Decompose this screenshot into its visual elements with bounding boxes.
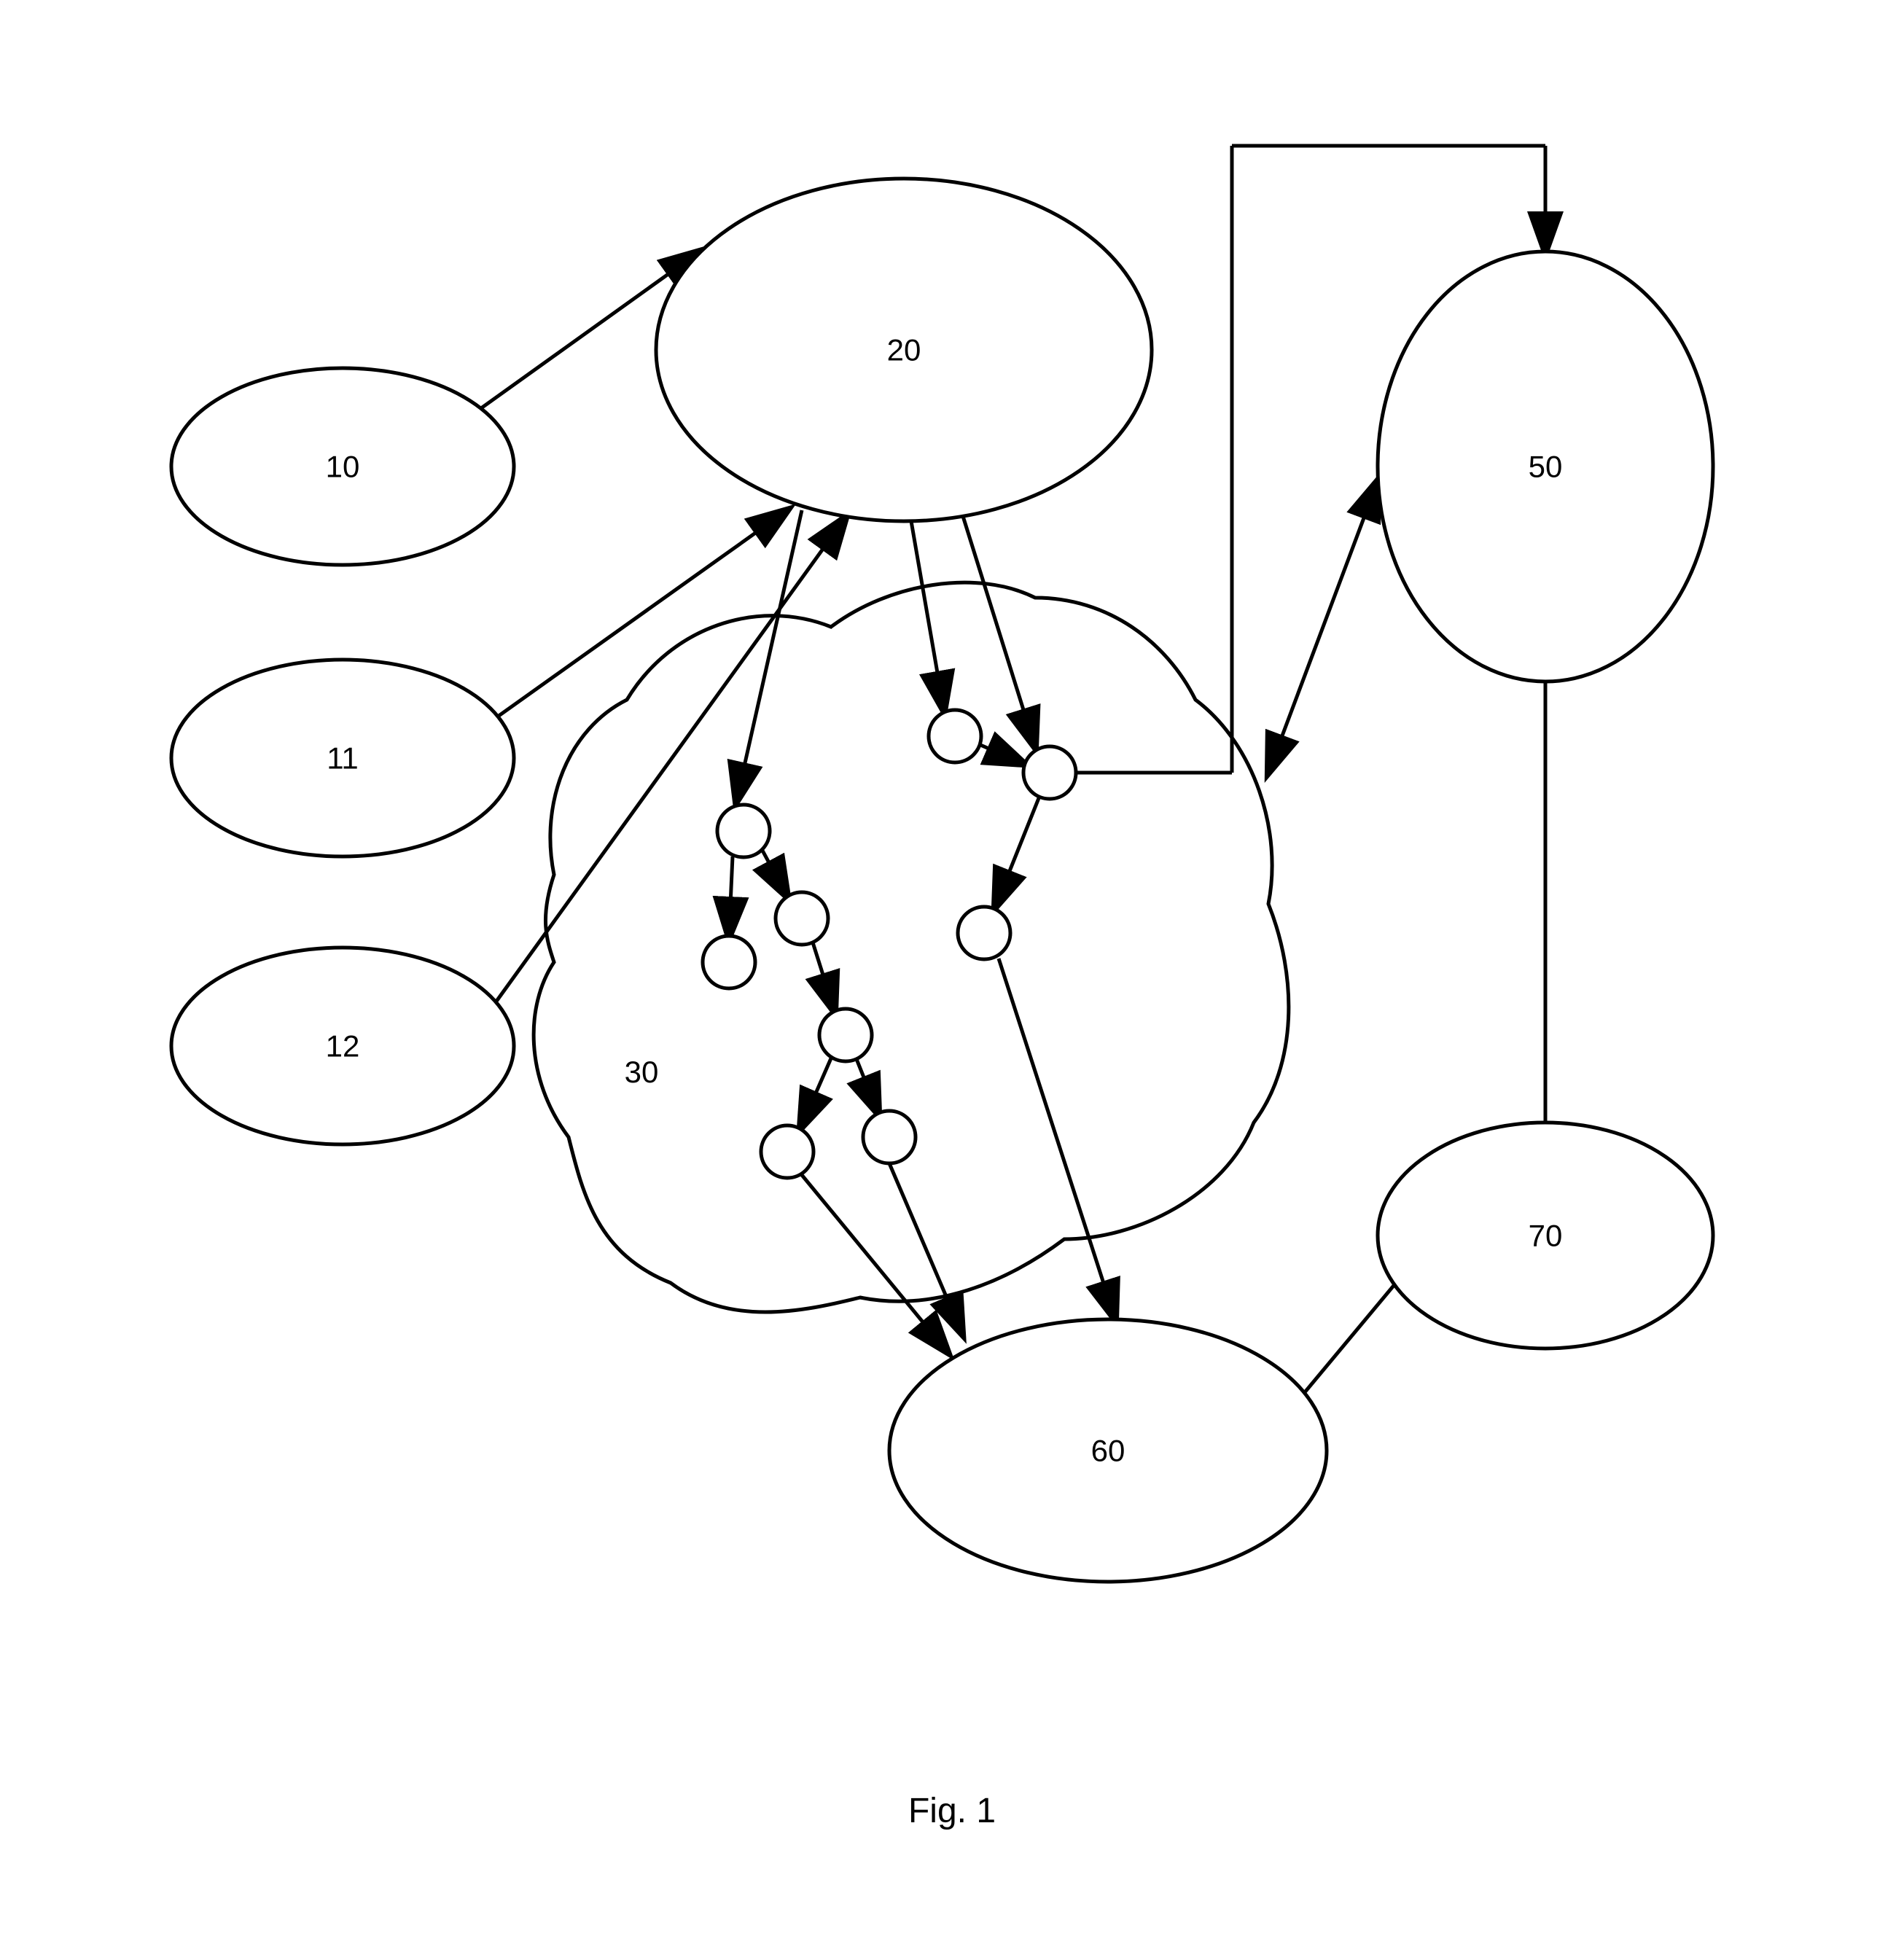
edge-70-60 (1305, 1283, 1396, 1392)
edge-n8-n9 (995, 798, 1039, 908)
small-node-n6 (761, 1125, 814, 1178)
diagram-canvas: 30 10 11 12 20 50 60 70 Fig. 1 (0, 0, 1904, 1936)
edge-n9-60 (999, 959, 1115, 1319)
edge-n3-n4 (813, 942, 835, 1012)
cloud-region-30 (534, 582, 1289, 1312)
small-node-n2 (703, 936, 755, 988)
ellipse-label-60: 60 (1091, 1434, 1125, 1468)
small-node-n3 (776, 892, 828, 945)
edge-n4-n5 (857, 1059, 878, 1114)
edge-n6-60 (802, 1175, 948, 1352)
small-node-n7 (929, 710, 981, 762)
ellipse-label-12: 12 (326, 1029, 360, 1063)
small-node-n4 (819, 1009, 872, 1061)
figure-caption: Fig. 1 (908, 1792, 996, 1830)
ellipse-label-10: 10 (326, 450, 360, 484)
edge-n1-n2 (729, 856, 733, 937)
ellipses-group: 10 11 12 20 50 60 70 (171, 179, 1713, 1582)
small-node-n1 (717, 805, 770, 857)
ellipse-label-20: 20 (887, 333, 921, 367)
edge-n7-n8 (980, 745, 1024, 764)
ellipse-label-50: 50 (1529, 450, 1563, 484)
cloud-label-30: 30 (625, 1055, 659, 1089)
small-node-n8 (1023, 746, 1076, 799)
ellipse-label-70: 70 (1529, 1219, 1563, 1253)
edge-20-n8 (962, 514, 1035, 747)
edge-n4-n6 (800, 1058, 831, 1128)
edge-11-20 (496, 510, 787, 718)
edge-n5-60 (889, 1163, 962, 1334)
edge-n1-n3 (762, 849, 787, 897)
bidirectional-arrow-cloud-50 (1268, 481, 1378, 773)
small-node-n5 (863, 1111, 916, 1163)
small-nodes-group (703, 710, 1076, 1178)
ellipse-label-11: 11 (327, 741, 359, 776)
small-node-n9 (958, 907, 1010, 959)
edge-20-n7 (911, 521, 944, 711)
